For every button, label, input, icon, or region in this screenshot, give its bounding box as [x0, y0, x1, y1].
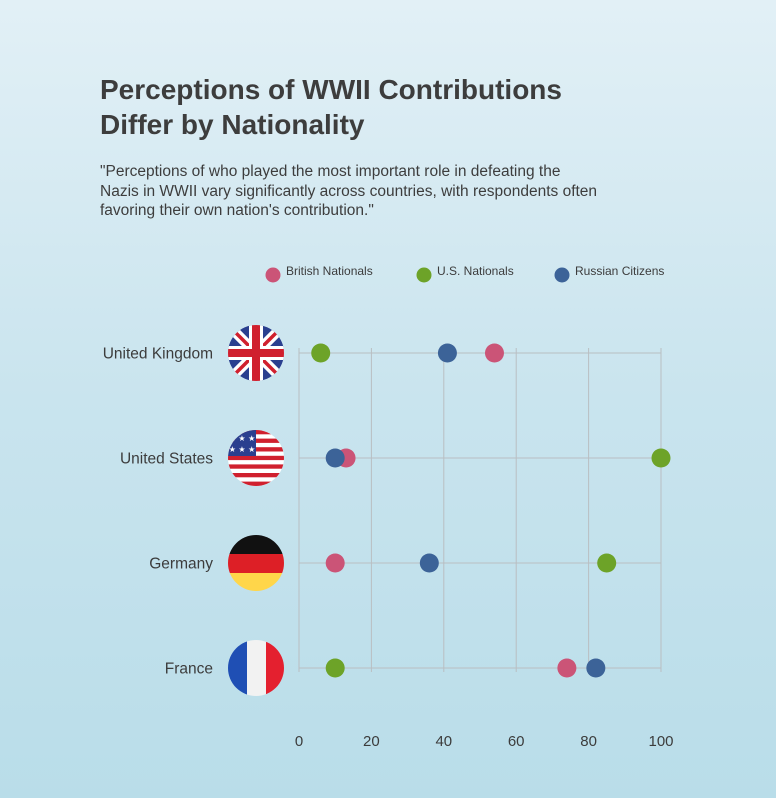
legend-marker-0	[265, 267, 281, 283]
x-tick-label-2: 40	[435, 733, 452, 750]
row-label-1: United States	[120, 451, 213, 468]
germany-flag-icon	[228, 535, 284, 591]
chart-title: Perceptions of WWII Contributions Differ…	[100, 74, 562, 140]
x-tick-label-5: 100	[648, 733, 673, 750]
data-points	[311, 343, 671, 678]
dot-series-0-row-0	[484, 343, 504, 363]
svg-text:★ ★ ★: ★ ★ ★	[229, 445, 256, 454]
france-flag-icon	[228, 640, 284, 696]
us-flag-icon: ★ ★ ★ ★ ★ ★	[228, 430, 284, 486]
legend-marker-2	[554, 267, 570, 283]
x-axis-ticks: 0 20 40 60 80 100	[295, 733, 674, 750]
row-label-2: Germany	[149, 556, 213, 573]
dot-series-2-row-2	[419, 553, 439, 573]
svg-text:★ ★ ★: ★ ★ ★	[229, 434, 256, 443]
legend-label-1: U.S. Nationals	[437, 264, 514, 278]
legend-label-0: British Nationals	[286, 264, 373, 278]
row-labels: United Kingdom United States Germany France	[103, 346, 214, 678]
dot-series-2-row-1	[325, 448, 345, 468]
grid-lines	[298, 348, 662, 672]
row-label-3: France	[165, 661, 213, 678]
dot-series-1-row-0	[311, 343, 331, 363]
x-tick-label-4: 80	[580, 733, 597, 750]
chart-subtitle: "Perceptions of who played the most impo…	[100, 163, 598, 219]
dot-series-2-row-3	[586, 658, 606, 678]
dot-series-1-row-2	[597, 553, 617, 573]
dot-series-1-row-1	[651, 448, 671, 468]
x-tick-label-1: 20	[363, 733, 380, 750]
legend-label-2: Russian Citizens	[575, 264, 664, 278]
row-label-0: United Kingdom	[103, 346, 213, 363]
x-tick-label-0: 0	[295, 733, 303, 750]
dot-series-0-row-2	[325, 553, 345, 573]
x-tick-label-3: 60	[508, 733, 525, 750]
uk-flag-icon	[228, 325, 284, 381]
legend: British Nationals U.S. Nationals Russian C…	[265, 264, 664, 283]
dot-series-2-row-0	[437, 343, 457, 363]
dot-series-0-row-3	[557, 658, 577, 678]
dot-series-1-row-3	[325, 658, 345, 678]
legend-marker-1	[416, 267, 432, 283]
